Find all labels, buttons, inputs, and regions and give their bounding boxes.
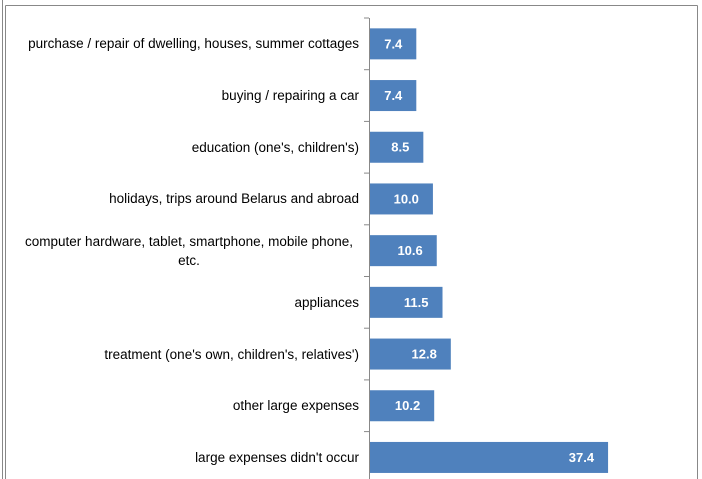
value-label: 7.4 — [384, 36, 403, 51]
category-text: computer hardware, tablet, smartphone, m… — [25, 233, 353, 268]
category-label: education (one's, children's) — [19, 122, 359, 172]
value-label: 11.5 — [404, 295, 429, 310]
value-label: 8.5 — [391, 140, 409, 155]
category-text: large expenses didn't occur — [195, 449, 359, 465]
category-label: appliances — [19, 277, 359, 327]
category-text: purchase / repair of dwelling, houses, s… — [28, 36, 359, 52]
category-label: large expenses didn't occur — [19, 432, 359, 479]
category-text: appliances — [294, 294, 359, 310]
value-label: 10.6 — [397, 243, 422, 258]
bar — [369, 441, 609, 473]
bar — [369, 131, 424, 163]
value-label: 10.2 — [395, 398, 420, 413]
category-label: computer hardware, tablet, smartphone, m… — [19, 226, 359, 276]
value-label: 12.8 — [412, 346, 437, 361]
bar — [369, 80, 417, 112]
bar — [369, 183, 433, 215]
category-text: education (one's, children's) — [191, 139, 359, 155]
bar — [369, 286, 443, 318]
value-label: 37.4 — [569, 450, 595, 465]
category-text: other large expenses — [232, 398, 359, 414]
bar — [369, 235, 437, 267]
bar — [369, 390, 435, 422]
bar — [369, 338, 451, 370]
category-label: purchase / repair of dwelling, houses, s… — [19, 19, 359, 69]
category-text: holidays, trips around Belarus and abroa… — [109, 191, 359, 207]
bar — [369, 28, 417, 60]
value-label: 7.4 — [384, 88, 403, 103]
category-text: treatment (one's own, children's, relati… — [104, 346, 359, 362]
category-label: buying / repairing a car — [19, 71, 359, 121]
category-label: treatment (one's own, children's, relati… — [19, 329, 359, 379]
category-label: other large expenses — [19, 381, 359, 431]
value-label: 10.0 — [394, 191, 419, 206]
category-text: buying / repairing a car — [221, 88, 359, 104]
category-label: holidays, trips around Belarus and abroa… — [19, 174, 359, 224]
